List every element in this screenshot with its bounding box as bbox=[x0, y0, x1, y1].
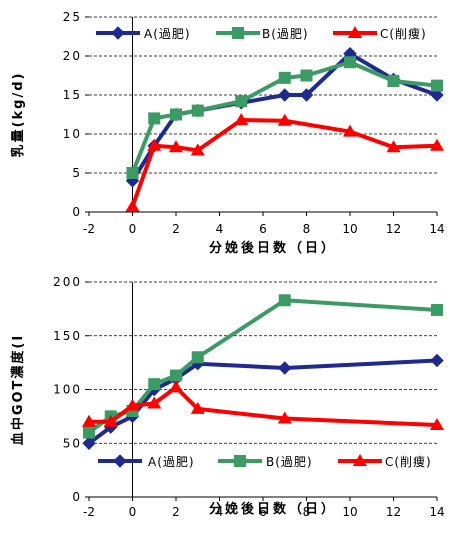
data-point bbox=[126, 167, 139, 179]
legend-marker bbox=[353, 454, 367, 466]
y-tick-label: 150 bbox=[53, 329, 82, 343]
legend-label: B(過肥) bbox=[266, 455, 313, 469]
data-point bbox=[82, 436, 96, 450]
y-tick-label: 100 bbox=[53, 383, 82, 397]
y-tick-label: 10 bbox=[63, 127, 82, 141]
x-tick-label: 8 bbox=[303, 222, 311, 236]
data-point bbox=[430, 353, 444, 368]
data-point bbox=[235, 95, 248, 108]
legend-label: C(削痩) bbox=[380, 26, 427, 41]
data-point bbox=[299, 88, 314, 102]
data-point bbox=[191, 104, 204, 117]
x-tick-label: 0 bbox=[129, 505, 137, 519]
data-point bbox=[147, 138, 162, 151]
x-tick-label: 6 bbox=[259, 505, 267, 519]
data-point bbox=[278, 294, 291, 307]
series-line bbox=[130, 60, 438, 174]
x-tick-label: 10 bbox=[342, 505, 357, 519]
x-tick-label: 10 bbox=[342, 222, 357, 236]
data-point bbox=[125, 398, 140, 411]
x-tick-label: 0 bbox=[129, 222, 137, 236]
data-point bbox=[430, 138, 444, 151]
y-tick-label: 0 bbox=[72, 205, 82, 219]
series-line bbox=[130, 117, 438, 208]
data-point bbox=[125, 199, 140, 212]
series-line bbox=[130, 51, 438, 182]
legend-label: A(過肥) bbox=[148, 455, 195, 469]
data-point bbox=[430, 417, 444, 430]
y-axis-label: 血中GOT濃度(I bbox=[10, 334, 26, 445]
data-point bbox=[148, 112, 161, 125]
data-point bbox=[103, 414, 118, 427]
data-point bbox=[430, 88, 444, 102]
legend-marker bbox=[232, 27, 244, 39]
data-point bbox=[431, 79, 443, 92]
x-tick-label: 8 bbox=[303, 505, 311, 519]
y-tick-label: 15 bbox=[63, 88, 82, 102]
legend-label: A(過肥) bbox=[144, 27, 191, 41]
y-tick-label: 20 bbox=[63, 49, 82, 63]
data-point bbox=[190, 143, 205, 156]
legend-marker bbox=[113, 454, 127, 468]
data-point bbox=[431, 303, 443, 316]
x-tick-label: 6 bbox=[259, 222, 267, 236]
y-tick-label: 25 bbox=[63, 10, 82, 24]
data-point bbox=[148, 378, 161, 391]
y-tick-label: 50 bbox=[63, 436, 82, 450]
legend-marker bbox=[111, 26, 125, 40]
x-tick-label: -2 bbox=[83, 222, 95, 236]
data-point bbox=[169, 140, 183, 153]
series-line bbox=[89, 385, 438, 427]
legend-marker bbox=[348, 26, 362, 38]
x-tick-label: 2 bbox=[172, 222, 180, 236]
data-point bbox=[191, 351, 204, 364]
data-point bbox=[83, 426, 95, 439]
y-tick-label: 200 bbox=[53, 275, 82, 289]
x-axis-label: 分娩後日数（日） bbox=[209, 240, 337, 256]
data-point bbox=[278, 71, 291, 84]
x-axis-label: 分娩後日数（日） bbox=[209, 501, 337, 517]
data-point bbox=[169, 380, 183, 393]
data-point bbox=[343, 124, 357, 137]
data-point bbox=[234, 112, 249, 125]
data-point bbox=[82, 414, 96, 427]
data-point bbox=[147, 396, 162, 409]
x-tick-label: 14 bbox=[429, 505, 444, 519]
y-tick-label: 0 bbox=[72, 490, 82, 504]
x-tick-label: 4 bbox=[216, 505, 224, 519]
x-tick-label: 4 bbox=[216, 222, 224, 236]
data-point bbox=[277, 411, 292, 424]
x-tick-label: -2 bbox=[83, 505, 95, 519]
data-point bbox=[344, 56, 356, 69]
data-point bbox=[386, 140, 401, 153]
y-axis-label: 乳量(kg/d) bbox=[10, 72, 26, 158]
data-point bbox=[278, 361, 292, 375]
data-point bbox=[300, 69, 313, 82]
x-tick-label: 12 bbox=[386, 222, 401, 236]
data-point bbox=[387, 74, 400, 87]
legend-marker bbox=[234, 455, 246, 467]
legend-label: C(削痩) bbox=[385, 454, 432, 469]
data-point bbox=[170, 108, 182, 121]
data-point bbox=[190, 401, 205, 414]
data-point bbox=[170, 369, 182, 382]
legend-label: B(過肥) bbox=[262, 27, 309, 41]
data-point bbox=[278, 88, 292, 102]
data-point bbox=[277, 113, 292, 126]
x-tick-label: 2 bbox=[172, 505, 180, 519]
x-tick-label: 12 bbox=[386, 505, 401, 519]
x-tick-label: 14 bbox=[429, 222, 444, 236]
y-tick-label: 5 bbox=[72, 166, 82, 180]
